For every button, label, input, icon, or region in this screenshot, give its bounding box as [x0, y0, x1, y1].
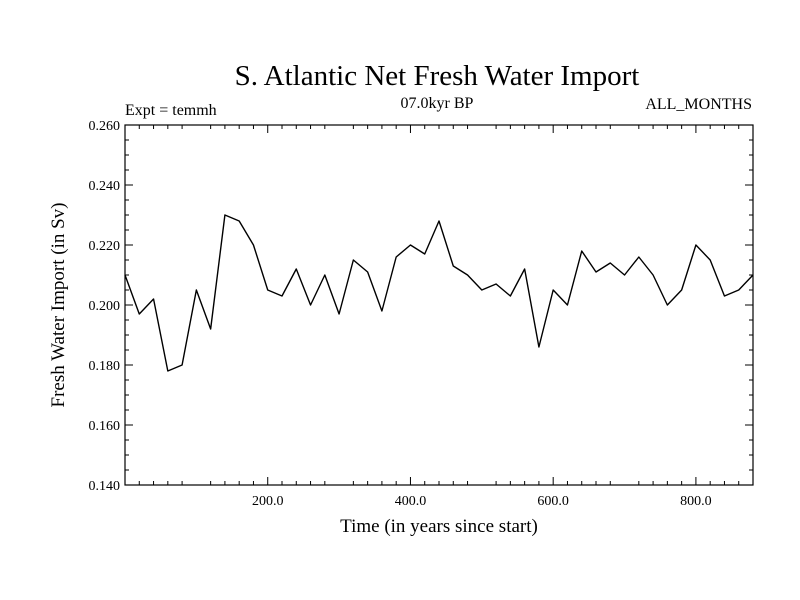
chart-title: S. Atlantic Net Fresh Water Import [235, 60, 640, 92]
x-tick-label: 400.0 [395, 494, 427, 509]
x-tick-label: 200.0 [252, 494, 284, 509]
subtitle-right: ALL_MONTHS [645, 96, 752, 113]
y-tick-label: 0.260 [89, 119, 121, 134]
y-axis: 0.140 0.160 0.180 0.200 0.220 0.240 0.260 [89, 119, 753, 494]
y-tick-label: 0.220 [89, 239, 121, 254]
subtitle-center: 07.0kyr BP [401, 95, 474, 112]
x-axis-label: Time (in years since start) [340, 516, 538, 537]
y-tick-label: 0.240 [89, 179, 121, 194]
series-line [124, 214, 754, 372]
x-tick-label: 800.0 [680, 494, 712, 509]
y-tick-label: 0.200 [89, 299, 121, 314]
y-axis-label: Fresh Water Import (in Sv) [48, 203, 69, 408]
x-tick-label: 600.0 [537, 494, 569, 509]
minor-ticks [125, 125, 753, 485]
y-tick-label: 0.160 [89, 419, 121, 434]
y-tick-label: 0.180 [89, 359, 121, 374]
y-tick-label: 0.140 [89, 479, 121, 494]
plot-frame [124, 124, 754, 486]
subtitle-left: Expt = temmh [125, 102, 217, 119]
x-axis: 200.0 400.0 600.0 800.0 [252, 125, 712, 509]
